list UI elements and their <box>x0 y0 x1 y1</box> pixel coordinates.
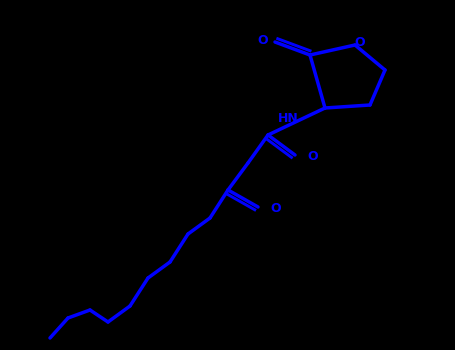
Text: HN: HN <box>278 112 298 125</box>
Text: O: O <box>258 34 268 47</box>
Text: O: O <box>355 35 365 49</box>
Text: O: O <box>271 203 281 216</box>
Text: O: O <box>308 150 318 163</box>
